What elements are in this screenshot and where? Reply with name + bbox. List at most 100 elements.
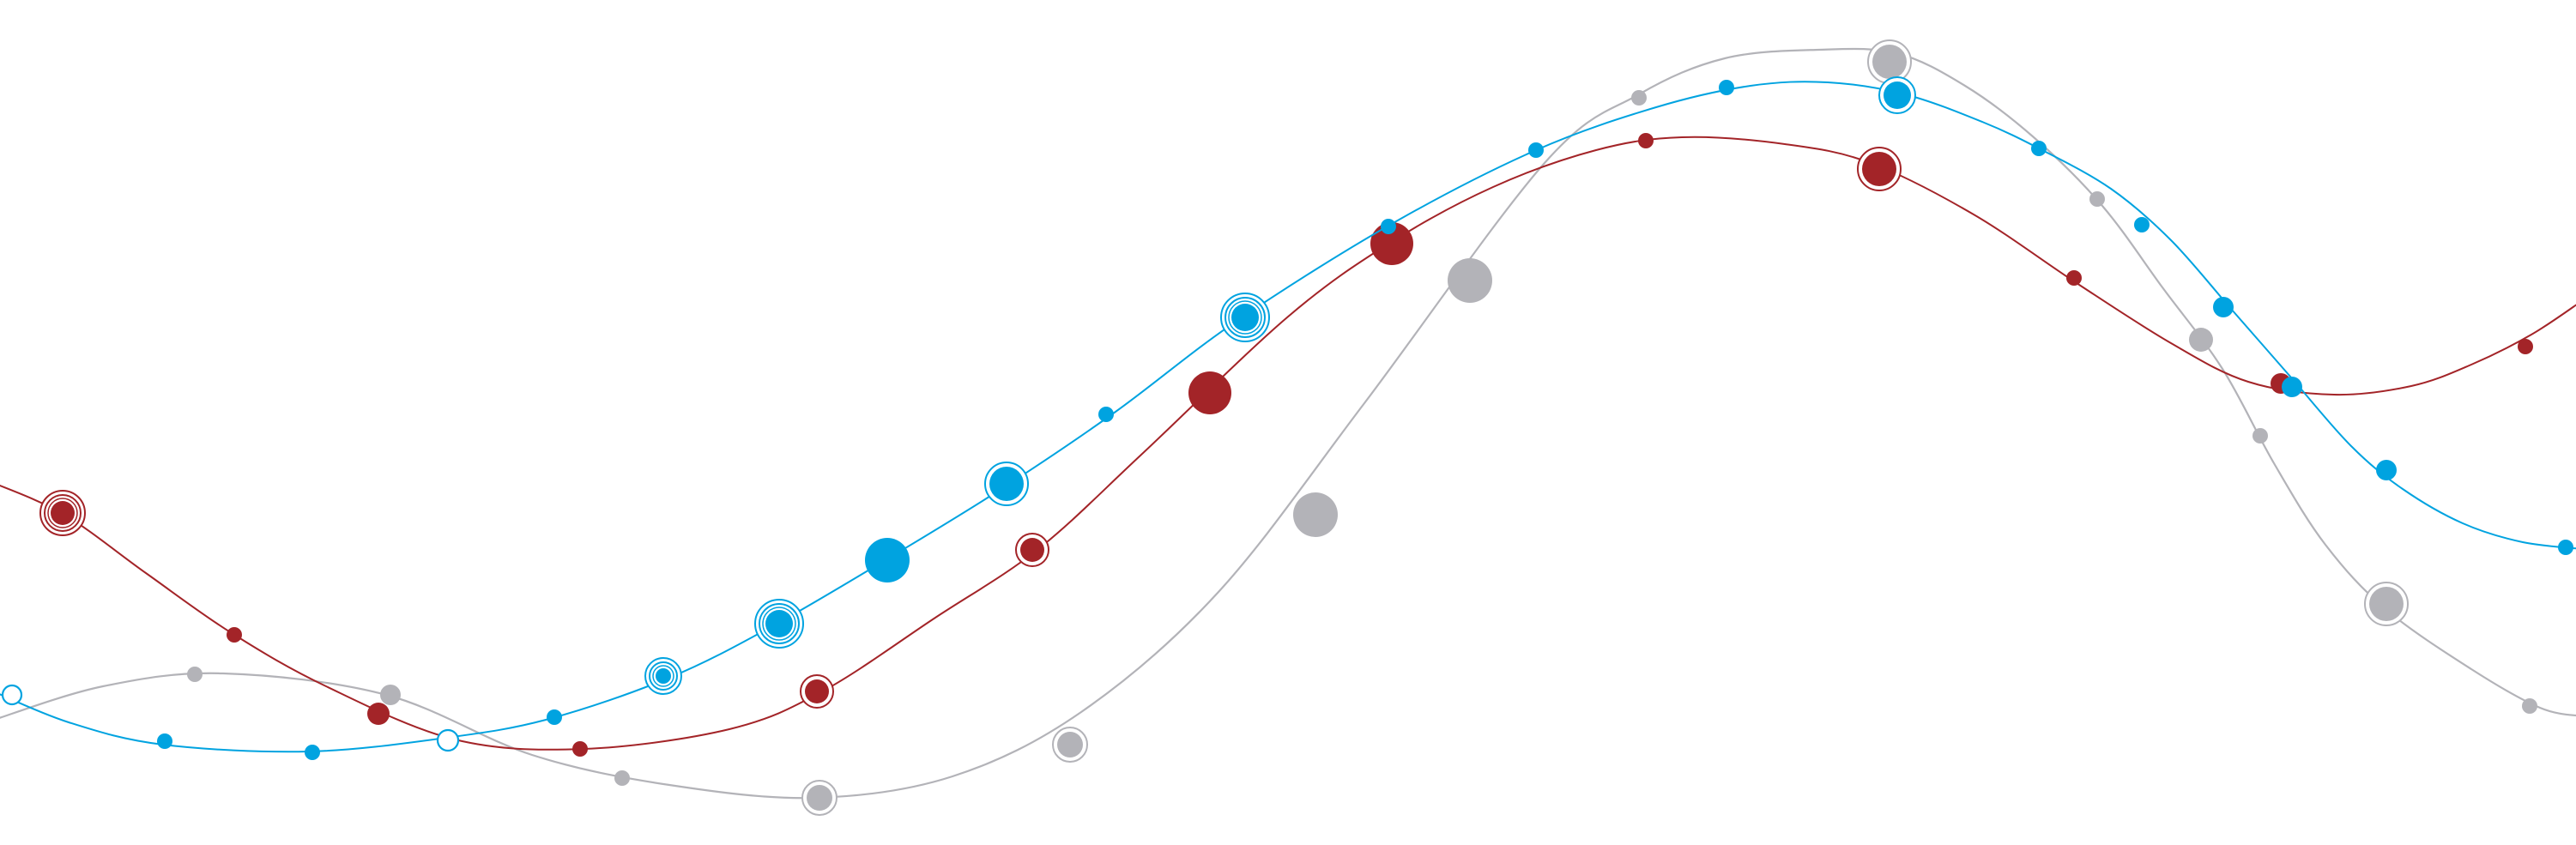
gray-dot [1057,732,1083,757]
blue-dot [1381,219,1396,234]
blue-marker [2031,141,2047,156]
red-dot [1370,222,1413,265]
gray-dot [1293,492,1338,537]
red-dot [572,741,588,757]
blue-marker [1878,76,1916,114]
gray-marker [1867,39,1912,84]
gray-marker [2189,328,2213,352]
gray-dot [2189,328,2213,352]
gray-dot [380,685,401,705]
red-dot [51,501,75,525]
gray-marker [1052,727,1088,763]
blue-marker [865,538,910,582]
gray-marker [1448,258,1492,303]
gray-wave [0,39,2576,816]
red-marker [1015,533,1049,567]
blue-ring [1225,297,1266,338]
gray-marker [187,667,203,682]
gray-marker [2364,582,2409,626]
blue-dot [656,668,671,684]
gray-dot [187,667,203,682]
red-marker [1188,371,1231,414]
red-dot [227,627,242,643]
blue-marker [1098,407,1114,422]
blue-marker [305,745,320,760]
gray-dot [2369,587,2404,621]
gray-dot [614,770,630,786]
red-marker [227,627,242,643]
blue-dot [547,709,562,725]
gray-dot [807,785,832,811]
gray-dot [2089,191,2105,207]
red-marker [1857,147,1902,191]
red-dot [805,679,829,703]
blue-ring [1228,300,1262,335]
blue-marker [1220,293,1270,342]
gray-dot [1631,90,1647,106]
blue-dot [765,610,793,637]
blue-dot [1231,304,1259,331]
red-wave-line [0,136,2576,751]
blue-hollow-dot [1,684,23,706]
red-marker [2518,339,2533,354]
blue-ring [649,661,678,691]
blue-marker [547,709,562,725]
blue-marker [436,728,460,752]
gray-dot [2252,428,2268,444]
red-wave [0,133,2576,757]
blue-marker [157,733,172,749]
gray-marker [380,685,401,705]
gray-marker [2252,428,2268,444]
blue-wave [0,76,2576,760]
red-marker [367,703,390,725]
red-dot [2518,339,2533,354]
blue-marker [2376,460,2397,480]
blue-marker [2134,217,2150,232]
gray-marker [2089,191,2105,207]
blue-dot [2031,141,2047,156]
red-marker [2066,270,2082,286]
red-dot [2066,270,2082,286]
blue-ring [759,603,800,644]
red-marker [39,490,86,536]
red-dot [1862,152,1896,186]
red-ring [44,494,82,532]
gray-wave-line [0,47,2576,800]
blue-dot [305,745,320,760]
red-marker [800,674,834,709]
blue-marker [754,599,804,649]
red-dot [1020,538,1044,562]
red-dot [1188,371,1231,414]
blue-dot [2213,297,2234,317]
blue-marker [2213,297,2234,317]
blue-dot [157,733,172,749]
blue-dot [1528,142,1544,158]
blue-dot [1719,80,1734,95]
blue-marker [644,657,682,695]
gray-marker [1293,492,1338,537]
gray-marker [801,780,838,816]
blue-dot [989,467,1024,501]
blue-marker [2558,540,2573,555]
red-dot [367,703,390,725]
blue-wave-line [0,81,2576,753]
gray-dot [1448,258,1492,303]
blue-ring [762,607,796,641]
red-marker [1638,133,1654,148]
red-marker [1370,222,1413,265]
red-marker [572,741,588,757]
blue-ring [652,665,674,687]
blue-marker [1528,142,1544,158]
blue-dot [865,538,910,582]
gray-marker [2522,698,2537,714]
blue-dot [2134,217,2150,232]
blue-marker [1381,219,1396,234]
gray-marker [614,770,630,786]
gray-dot [1872,45,1907,79]
blue-hollow-dot [436,728,460,752]
blue-dot [2282,377,2302,397]
gray-dot [2522,698,2537,714]
blue-dot [1884,81,1911,109]
blue-marker [984,462,1029,506]
